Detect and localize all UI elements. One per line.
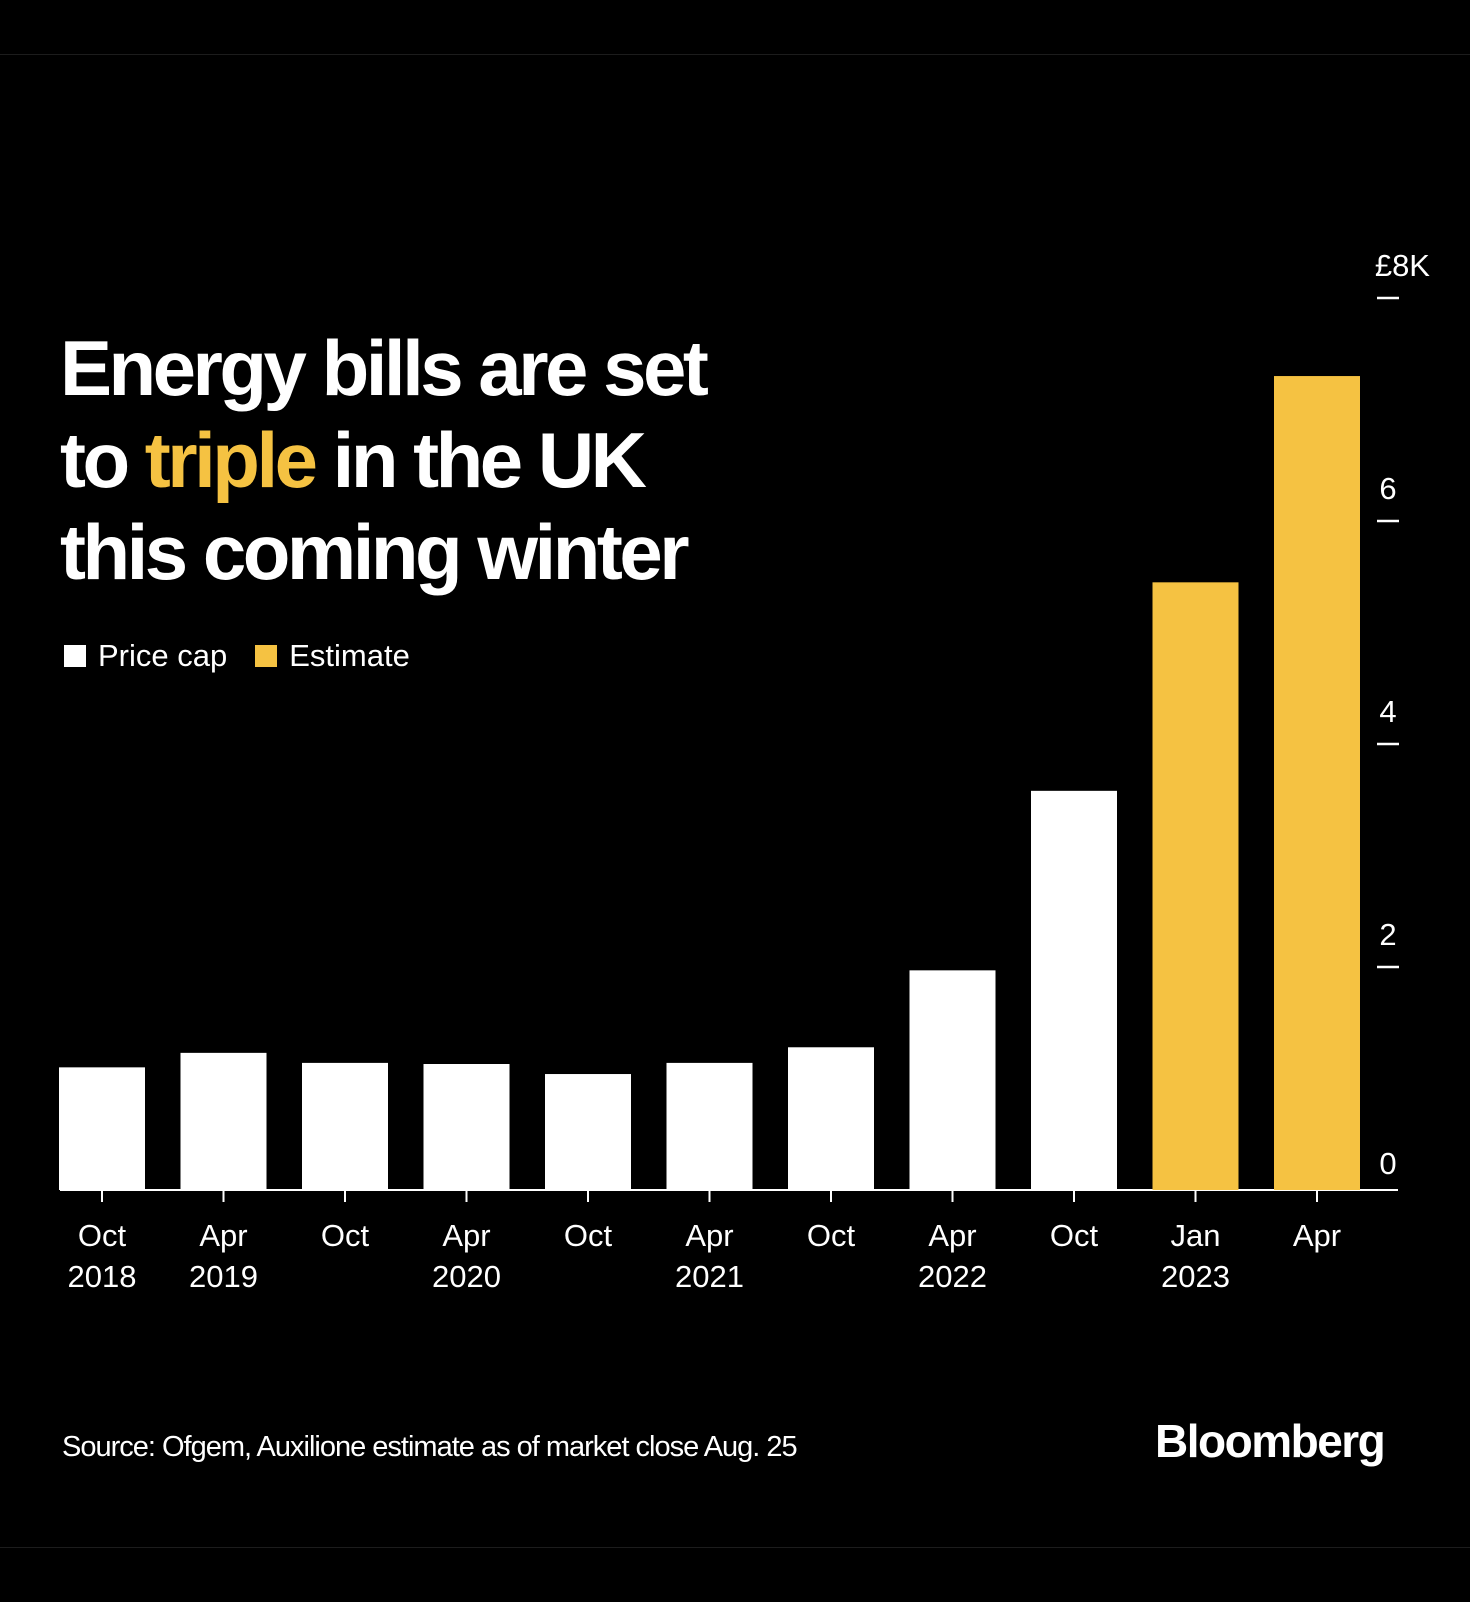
y-tick-label-2: 4 [1379, 694, 1396, 729]
bar-8 [1031, 790, 1117, 1190]
legend-item-price-cap: Price cap [64, 638, 227, 674]
title-line-3: this coming winter [60, 508, 690, 596]
bar-3 [423, 1064, 510, 1190]
x-tick-label-9-1: 2023 [1161, 1259, 1230, 1294]
top-divider [0, 54, 1470, 55]
x-tick-label-7-0: Apr [928, 1218, 976, 1253]
x-tick-label-3-1: 2020 [432, 1259, 501, 1294]
bottom-divider [0, 1547, 1470, 1548]
y-tick-label-1: 2 [1379, 917, 1396, 952]
x-tick-label-3-0: Apr [442, 1218, 490, 1253]
title-highlight: triple [144, 416, 318, 504]
bar-6 [788, 1047, 874, 1190]
x-tick-label-2-0: Oct [321, 1218, 370, 1253]
x-tick-label-5-0: Apr [685, 1218, 733, 1253]
x-tick-label-0-1: 2018 [68, 1259, 137, 1294]
bar-1 [180, 1052, 267, 1190]
y-tick-label-0: 0 [1379, 1146, 1396, 1181]
x-tick-label-1-0: Apr [199, 1218, 247, 1253]
x-tick-label-10-0: Apr [1293, 1218, 1341, 1253]
bar-10 [1274, 376, 1360, 1190]
x-tick-label-6-0: Oct [807, 1218, 856, 1253]
x-tick-label-4-0: Oct [564, 1218, 613, 1253]
title-post: in the UK [314, 416, 647, 504]
legend-swatch-price-cap [64, 645, 86, 667]
x-tick-label-7-1: 2022 [918, 1259, 987, 1294]
y-tick-label-3: 6 [1379, 471, 1396, 506]
legend-label-estimate: Estimate [289, 638, 410, 673]
chart-title: Energy bills are set to triple in the UK… [60, 322, 709, 598]
legend-swatch-estimate [255, 645, 278, 667]
bar-9 [1152, 582, 1239, 1190]
x-tick-label-1-1: 2019 [189, 1259, 258, 1294]
source-note: Source: Ofgem, Auxilione estimate as of … [62, 1431, 798, 1463]
y-tick-label-4: £8K [1375, 248, 1430, 283]
bar-0 [59, 1067, 145, 1190]
x-tick-label-9-0: Jan [1171, 1218, 1221, 1253]
title-pre: to [60, 416, 145, 504]
legend-label-price-cap: Price cap [98, 638, 228, 673]
x-tick-label-5-1: 2021 [675, 1259, 744, 1294]
bar-5 [666, 1062, 753, 1190]
title-line-2: to triple in the UK [60, 414, 705, 506]
bar-2 [302, 1062, 388, 1190]
bar-4 [545, 1074, 631, 1190]
title-line-1: Energy bills are set [60, 324, 709, 412]
x-tick-label-8-0: Oct [1050, 1218, 1099, 1253]
x-tick-label-0-0: Oct [78, 1218, 127, 1253]
bloomberg-logo: Bloomberg [1155, 1415, 1386, 1467]
bar-7 [909, 970, 996, 1190]
legend-item-estimate: Estimate [255, 638, 410, 674]
legend: Price cap Estimate [64, 638, 438, 674]
